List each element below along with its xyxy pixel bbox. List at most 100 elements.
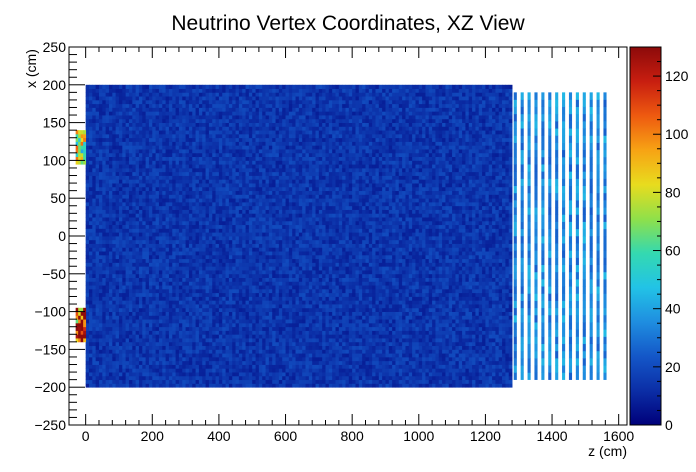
heat-cell [158,372,163,377]
heat-cell [205,186,210,192]
heat-cell [248,285,253,290]
heat-cell [125,334,130,339]
heat-cell [242,375,246,381]
heat-cell [155,149,160,154]
heat-cell [98,315,103,320]
heat-cell [142,205,147,210]
heat-cell [178,99,183,105]
heat-cell [108,330,113,335]
heat-cell [118,330,123,335]
heat-cell [122,201,127,207]
heat-cell [85,236,90,241]
heat-cell [195,319,200,324]
heat-cell [275,383,280,388]
heat-cell [115,88,120,93]
heat-cell [232,96,236,101]
heat-cell [175,99,180,105]
heat-cell [265,345,270,350]
heat-cell [208,258,213,263]
heat-cell [142,171,147,176]
heat-cell [265,156,270,161]
heat-cell [108,115,113,120]
heat-cell [215,254,220,260]
heat-cell [185,375,190,381]
heat-cell [228,133,233,139]
heat-cell [178,315,183,320]
heat-cell [275,247,280,252]
heat-cell [208,213,213,218]
heat-cell [195,99,200,105]
heat-cell [252,330,256,335]
heat-cell [168,175,173,180]
heat-cell [292,281,296,286]
heat-cell [152,152,157,158]
heat-cell [98,198,103,203]
heat-cell [85,190,90,195]
heat-cell [258,296,263,301]
heat-cell [98,96,103,101]
heat-cell [268,156,273,161]
heat-cell [235,160,240,165]
heat-cell [222,251,226,256]
heat-cell [98,266,103,271]
heat-cell [208,311,213,316]
heat-cell [105,205,110,210]
heat-cell [182,258,186,263]
heat-cell [175,247,180,252]
heat-cell [98,141,103,146]
heat-cell [248,360,253,365]
heat-cell [102,141,107,146]
heat-cell [128,345,133,350]
heat-cell [222,292,226,297]
heat-cell [182,118,186,123]
heat-cell [235,175,240,180]
heat-cell [168,122,173,127]
heat-cell [92,326,97,331]
heat-cell [158,270,163,275]
heat-cell [222,232,226,237]
heat-cell [238,209,243,214]
heat-cell [95,300,100,305]
heat-cell [188,171,193,176]
heat-cell [222,179,226,184]
heat-cell [128,92,133,97]
heat-cell [242,160,246,165]
heat-cell [108,88,113,93]
heat-cell [85,149,90,154]
heat-cell [205,375,210,381]
heat-cell [255,296,260,301]
heat-cell [265,277,270,282]
heat-cell [238,353,243,358]
heat-cell [142,356,147,362]
heat-cell [245,175,250,180]
heat-cell [92,171,97,176]
heat-cell [272,247,276,252]
heat-cell [282,205,286,210]
heat-cell [122,137,127,142]
heat-cell [92,322,97,328]
heat-cell [172,285,176,290]
heat-cell [145,330,150,335]
heat-cell [128,126,133,131]
heat-cell [185,152,190,158]
heat-cell [88,201,93,207]
heat-cell [162,122,167,127]
heat-cell [208,254,213,260]
heat-cell [185,118,190,123]
heat-cell [215,167,220,173]
heat-cell [108,118,113,123]
heat-cell [132,247,137,252]
heat-cell [158,379,163,384]
heat-cell [195,217,200,222]
heat-cell [148,107,153,112]
heat-cell [245,111,250,116]
heat-cell [115,360,120,365]
heat-cell [138,334,143,339]
heat-cell [98,152,103,158]
heat-cell [158,375,163,381]
heat-cell [172,364,176,369]
heat-cell [212,111,216,116]
heat-cell [252,217,256,222]
heat-cell [235,285,240,290]
heat-cell [92,307,97,312]
